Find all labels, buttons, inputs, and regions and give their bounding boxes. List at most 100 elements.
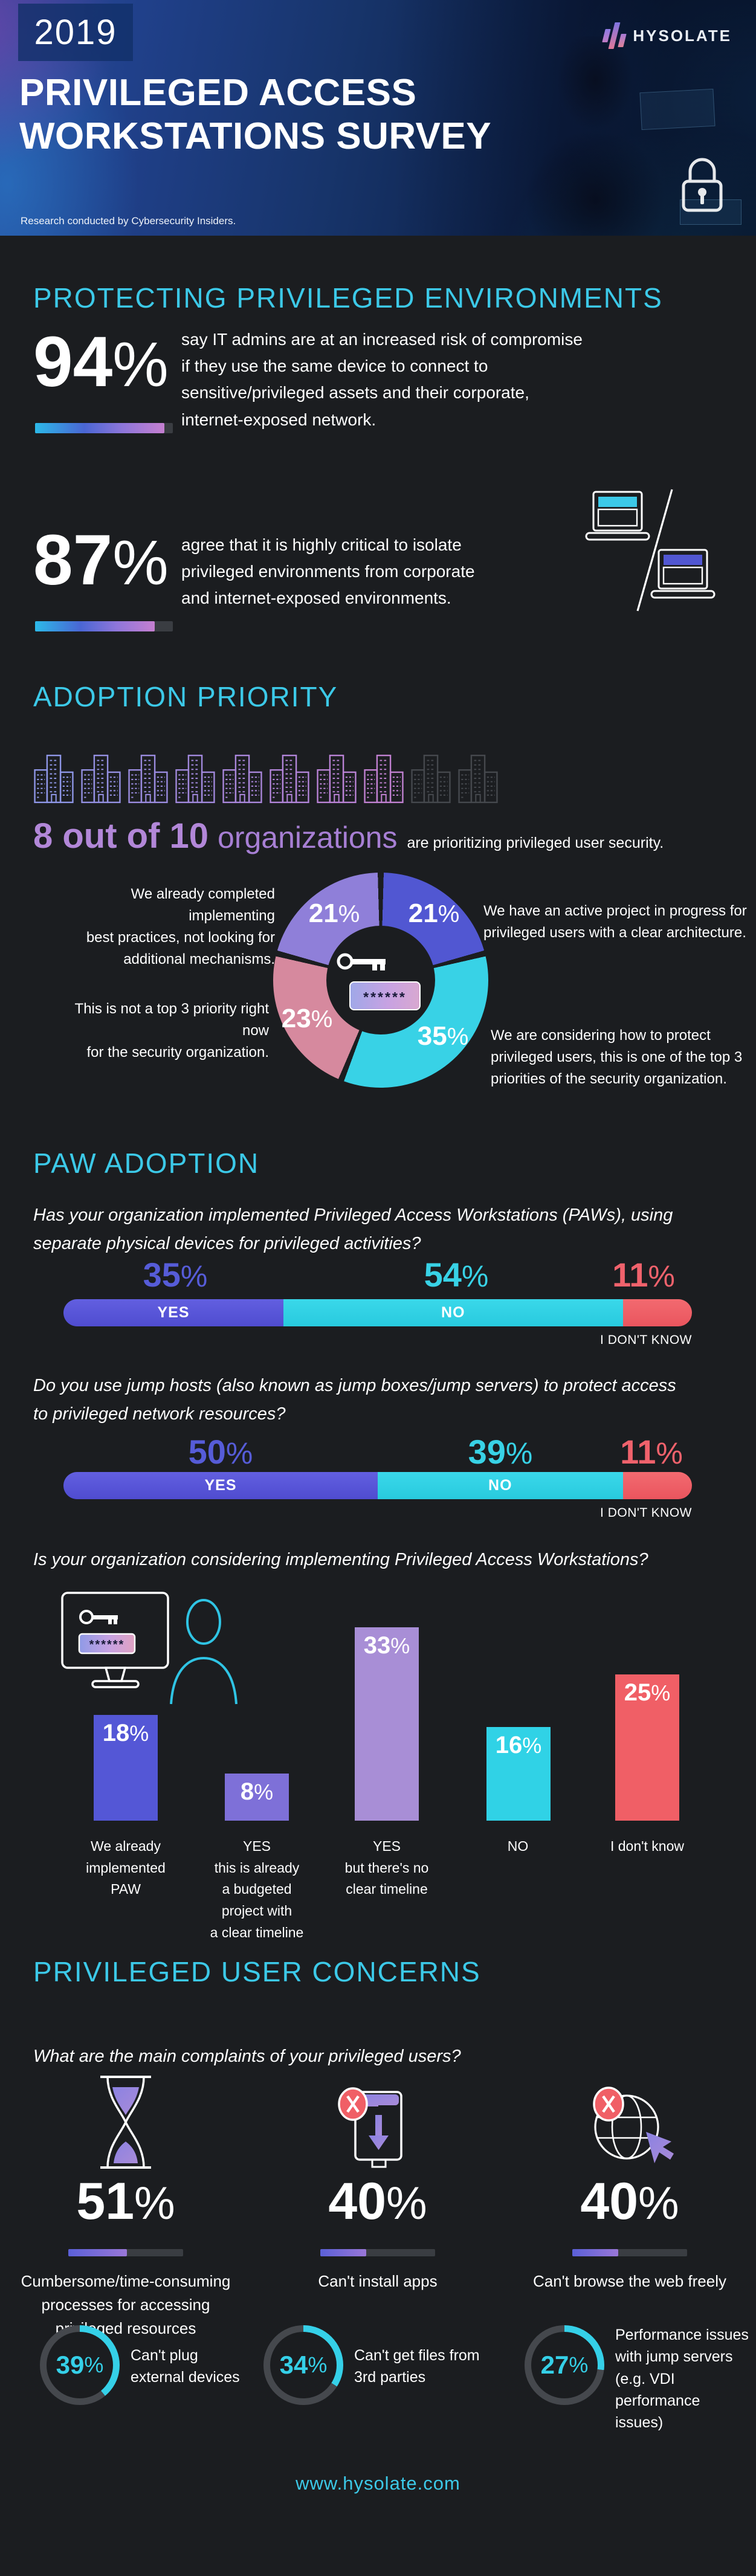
q1-bar-no: NO (283, 1299, 623, 1326)
stat-94-text: say IT admins are at an increased risk o… (181, 330, 583, 429)
considering-paw-bar-chart: 18% 8% 33% 16% 25% (0, 1619, 756, 1821)
stat-40a-value: 40% (328, 2172, 427, 2230)
stat-51-underline (68, 2249, 183, 2256)
section-title-protecting: PROTECTING PRIVILEGED ENVIRONMENTS (33, 282, 663, 314)
header-banner: 2019 PRIVILEGED ACCESS WORKSTATIONS SURV… (0, 0, 756, 236)
page-title: PRIVILEGED ACCESS WORKSTATIONS SURVEY (19, 71, 491, 158)
isolated-laptops-icon (585, 489, 716, 612)
donut-label-completed: We already completed implementing best p… (86, 886, 275, 967)
bar-dont-know: 25% (615, 1674, 679, 1821)
building-icon-dim (409, 753, 453, 805)
building-icon (126, 753, 170, 805)
stat-40b-value: 40% (580, 2172, 679, 2230)
building-icon (31, 753, 76, 805)
q2-bar-no: NO (378, 1472, 623, 1499)
hourglass-icon (100, 2076, 151, 2169)
q1-idk-label: I DON'T KNOW (600, 1333, 692, 1347)
page-title-line2: WORKSTATIONS SURVEY (19, 115, 492, 157)
stat-51-label: Cumbersome/time-consuming processes for … (21, 2272, 231, 2337)
header-tech-panel (680, 199, 741, 225)
hysolate-logo-icon (602, 22, 627, 50)
q1-idk-value: 11% (612, 1256, 675, 1294)
ring-34: 34% (263, 2325, 343, 2405)
percent-sign: % (112, 330, 169, 400)
stat-87-text: agree that it is highly critical to isol… (181, 535, 475, 608)
stat-87-underline (35, 621, 173, 631)
question-jump-hosts: Do you use jump hosts (also known as jum… (33, 1376, 676, 1424)
donut-value-completed: 21% (308, 899, 360, 928)
ring-27-label: Performance issues with jump servers (e.… (615, 2326, 749, 2431)
q1-yes-value: 35% (143, 1256, 208, 1294)
adoption-headline: 8 out of 10 organizations are prioritizi… (33, 816, 664, 856)
bar-yes-no-timeline: 33% (355, 1627, 419, 1821)
svg-text:******: ****** (89, 1638, 125, 1651)
section-title-concerns: PRIVILEGED USER CONCERNS (33, 1956, 481, 1987)
workstation-user-icon: ****** (61, 1592, 237, 1705)
q1-bar-yes: YES (63, 1299, 283, 1326)
lock-icon (682, 158, 723, 212)
bar-label-no: NO (507, 1838, 529, 1854)
q2-idk-value: 11% (620, 1433, 683, 1471)
question-complaints: What are the main complaints of your pri… (33, 2047, 461, 2066)
organizations-pictograph (31, 753, 500, 805)
year-badge: 2019 (18, 4, 133, 61)
year-text: 2019 (34, 13, 117, 52)
stat-40a-underline (320, 2249, 435, 2256)
q1-stacked-bar: YES NO (63, 1299, 692, 1326)
headline-organizations: organizations (218, 821, 398, 854)
bar-label-dont-know: I don't know (610, 1838, 685, 1854)
building-icon (361, 753, 406, 805)
ring-34-label: Can't get files from 3rd parties (354, 2347, 480, 2386)
building-icon (173, 753, 218, 805)
section-title-adoption: ADOPTION PRIORITY (33, 681, 338, 712)
stat-51-value: 51% (76, 2172, 175, 2230)
building-icon (79, 753, 123, 805)
donut-label-considering: We are considering how to protect privil… (491, 1027, 743, 1087)
q2-idk-label: I DON'T KNOW (600, 1506, 692, 1520)
q2-yes-value: 50% (188, 1433, 253, 1471)
bar-label-implemented: We already implemented PAW (86, 1838, 166, 1897)
building-icon (267, 753, 312, 805)
q2-bar-yes: YES (63, 1472, 378, 1499)
stat-40b-underline (572, 2249, 687, 2256)
bar-no: 16% (486, 1726, 551, 1821)
q1-bar-idk (622, 1299, 692, 1326)
headline-rest: are prioritizing privileged user securit… (407, 834, 664, 851)
q2-no-value: 39% (468, 1433, 533, 1471)
ring-39-label: Can't plug external devices (131, 2347, 240, 2386)
question-paw-implemented: Has your organization implemented Privil… (33, 1206, 673, 1253)
donut-hole: ****** (326, 926, 435, 1035)
percent-sign: % (112, 528, 169, 598)
ring-27: 27% (525, 2325, 604, 2405)
stat-94-underline (35, 423, 173, 433)
page-title-line1: PRIVILEGED ACCESS (19, 72, 417, 114)
key-icon (337, 953, 386, 970)
donut-label-active-project: We have an active project in progress fo… (483, 903, 747, 941)
adoption-donut-chart: ****** (273, 873, 488, 1088)
section-title-paw: PAW ADOPTION (33, 1148, 260, 1179)
blocked-web-browsing-icon (593, 2087, 674, 2163)
building-icon-dim (456, 753, 500, 805)
footer-url[interactable]: www.hysolate.com (296, 2473, 460, 2494)
q1-no-value: 54% (424, 1256, 489, 1294)
donut-value-not-priority: 23% (281, 1004, 333, 1033)
page-subtitle: Research conducted by Cybersecurity Insi… (21, 215, 236, 227)
stat-87-value: 87% (33, 520, 169, 600)
donut-value-considering: 35% (417, 1021, 469, 1051)
building-icon (220, 753, 265, 805)
building-icon (314, 753, 359, 805)
ring-39: 39% (40, 2325, 120, 2405)
headline-ratio: 8 out of 10 (33, 816, 209, 856)
bar-implemented: 18% (94, 1715, 158, 1821)
stat-40b-label: Can't browse the web freely (532, 2272, 726, 2290)
bar-label-yes-no-timeline: YES but there's no clear timeline (344, 1838, 429, 1897)
stat-94-value: 94% (33, 322, 169, 402)
donut-value-active-project: 21% (408, 899, 460, 928)
stat-40a-label: Can't install apps (318, 2272, 438, 2290)
bar-yes-budgeted: 8% (225, 1774, 289, 1821)
q2-stacked-bar: YES NO (63, 1472, 692, 1499)
password-field: ****** (349, 981, 421, 1010)
q2-bar-idk (622, 1472, 692, 1499)
blocked-app-install-icon (338, 2087, 402, 2168)
